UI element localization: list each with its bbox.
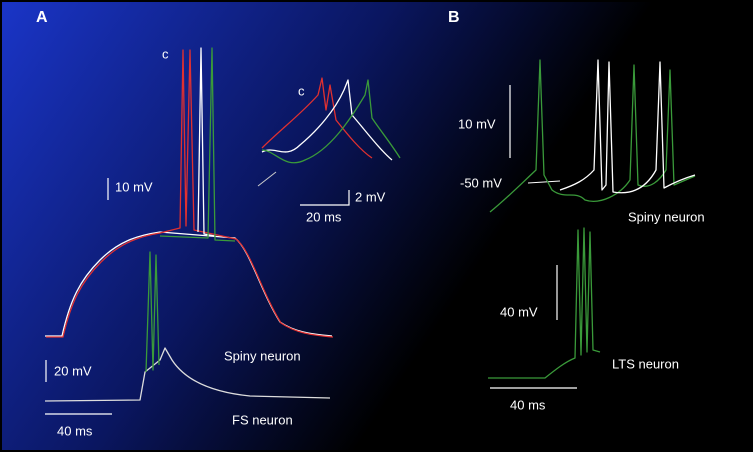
scale-label: 40 mV <box>500 304 538 319</box>
scale-label: 10 mV <box>115 179 153 194</box>
panel-label: B <box>448 9 460 26</box>
inset-scale-mv: 2 mV <box>355 189 386 204</box>
trace-name: Spiny neuron <box>628 209 705 224</box>
trace-label: c <box>162 46 169 61</box>
arrow <box>527 180 561 184</box>
inset-traces <box>261 77 401 164</box>
scale-label: 20 mV <box>54 363 92 378</box>
spiny-traces-a <box>45 47 334 338</box>
spiny-traces-b <box>489 59 696 213</box>
inset-trace-label: c <box>298 83 305 98</box>
trace-name: LTS neuron <box>612 356 679 371</box>
trace-name: FS neuron <box>232 412 293 427</box>
fs-traces <box>44 251 331 402</box>
trace-name: Spiny neuron <box>224 348 301 363</box>
scale-label: 40 ms <box>510 397 546 412</box>
inset-scale-bar <box>300 190 350 206</box>
arrow <box>257 171 277 187</box>
panel-label: A <box>36 9 48 26</box>
scale-label: 10 mV <box>458 116 496 131</box>
scale-label: 40 ms <box>57 423 93 438</box>
inset-scale-ms: 20 ms <box>306 209 342 224</box>
potential-label: -50 mV <box>460 175 502 190</box>
